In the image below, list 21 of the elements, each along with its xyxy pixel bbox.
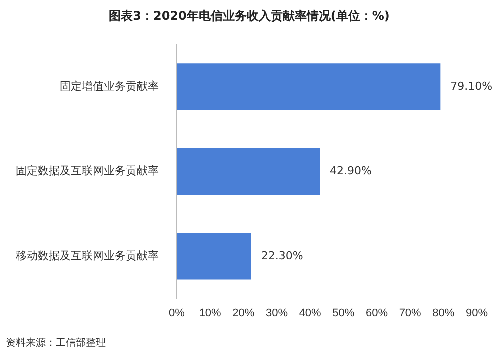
x-tick-label: 0% bbox=[169, 307, 186, 320]
y-tick-label: 固定数据及互联网业务贡献率 bbox=[16, 164, 159, 178]
bar bbox=[177, 64, 441, 110]
text: 资料来源：工信部整理 bbox=[6, 336, 106, 350]
x-tick-label: 20% bbox=[232, 307, 255, 320]
x-tick-label: 10% bbox=[199, 307, 222, 320]
x-tick-label: 80% bbox=[432, 307, 455, 320]
data-label: 42.90% bbox=[330, 164, 372, 178]
x-tick-label: 50% bbox=[332, 307, 355, 320]
bar bbox=[177, 233, 252, 280]
y-tick-label: 移动数据及互联网业务贡献率 bbox=[16, 249, 159, 262]
bar bbox=[177, 148, 320, 195]
y-tick-label: 固定增值业务贡献率 bbox=[60, 80, 159, 93]
x-tick-label: 40% bbox=[299, 307, 322, 320]
x-tick-label: 30% bbox=[266, 307, 288, 320]
chart-title: 图表3：2020年电信业务收入贡献率情况(单位：%) bbox=[108, 8, 391, 25]
x-tick-label: 90% bbox=[466, 307, 488, 320]
data-label: 79.10% bbox=[450, 80, 493, 93]
x-tick-label: 60% bbox=[366, 307, 388, 320]
x-tick-label: 70% bbox=[399, 307, 422, 320]
data-label: 22.30% bbox=[261, 249, 304, 262]
